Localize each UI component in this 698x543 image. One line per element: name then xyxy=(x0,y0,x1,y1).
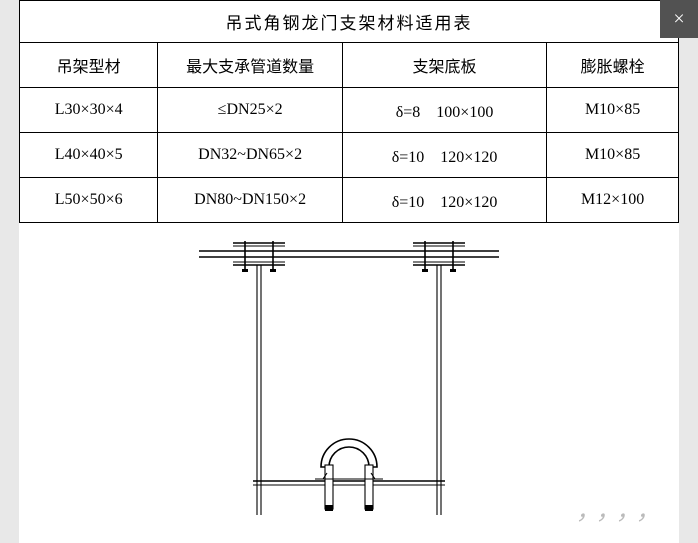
cell: M10×85 xyxy=(547,133,679,178)
cell: δ=8 100×100 xyxy=(342,88,546,133)
cell: L40×40×5 xyxy=(20,133,158,178)
close-button[interactable]: × xyxy=(660,0,698,38)
cell: δ=10 120×120 xyxy=(342,178,546,223)
close-icon: × xyxy=(673,8,684,31)
cell: DN32~DN65×2 xyxy=(158,133,343,178)
table-row: L30×30×4 ≤DN25×2 δ=8 100×100 M10×85 xyxy=(20,88,679,133)
table-row: L40×40×5 DN32~DN65×2 δ=10 120×120 M10×85 xyxy=(20,133,679,178)
table-row: L50×50×6 DN80~DN150×2 δ=10 120×120 M12×1… xyxy=(20,178,679,223)
cell: DN80~DN150×2 xyxy=(158,178,343,223)
bracket-svg xyxy=(199,241,499,531)
table-header-row: 吊架型材 最大支承管道数量 支架底板 膨胀螺栓 xyxy=(20,43,679,88)
cell: M10×85 xyxy=(547,88,679,133)
table-title: 吊式角钢龙门支架材料适用表 xyxy=(20,1,679,43)
col-header: 最大支承管道数量 xyxy=(158,43,343,88)
cell: L30×30×4 xyxy=(20,88,158,133)
col-header: 支架底板 xyxy=(342,43,546,88)
cell: ≤DN25×2 xyxy=(158,88,343,133)
cell: δ=10 120×120 xyxy=(342,133,546,178)
cell: L50×50×6 xyxy=(20,178,158,223)
document-page: 吊式角钢龙门支架材料适用表 吊架型材 最大支承管道数量 支架底板 膨胀螺栓 L3… xyxy=(19,0,679,543)
cell: M12×100 xyxy=(547,178,679,223)
col-header: 膨胀螺栓 xyxy=(547,43,679,88)
materials-table: 吊式角钢龙门支架材料适用表 吊架型材 最大支承管道数量 支架底板 膨胀螺栓 L3… xyxy=(19,0,679,223)
watermark: ，，，， xyxy=(576,491,668,526)
col-header: 吊架型材 xyxy=(20,43,158,88)
